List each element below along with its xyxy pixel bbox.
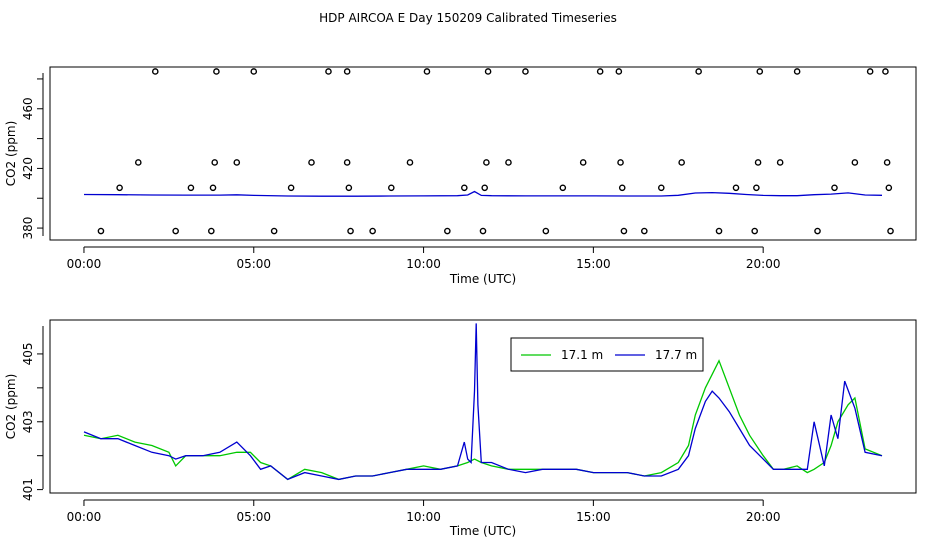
top-data-point — [851, 159, 859, 166]
top-data-point — [484, 68, 492, 75]
top-data-point — [209, 184, 217, 192]
top-x-tick-label: 00:00 — [67, 257, 102, 271]
top-data-point — [213, 68, 220, 75]
bottom-x-tick-label: 20:00 — [746, 510, 781, 524]
top-data-point — [444, 227, 451, 235]
top-data-point — [559, 184, 567, 192]
top-data-point — [369, 227, 376, 235]
top-y-tick-label: 420 — [21, 157, 35, 180]
bottom-x-axis-label: Time (UTC) — [449, 524, 516, 538]
top-data-point — [866, 68, 874, 75]
top-y-axis-label: CO2 (ppm) — [4, 121, 18, 187]
top-data-point — [617, 159, 624, 166]
top-plot-frame — [49, 66, 917, 241]
top-y-tick-label: 460 — [21, 97, 35, 120]
chart-title: HDP AIRCOA E Day 150209 Calibrated Times… — [319, 11, 617, 25]
bottom-y-tick-label: 401 — [21, 478, 35, 501]
top-data-point — [618, 184, 626, 192]
top-data-point — [345, 184, 353, 192]
top-data-point — [187, 184, 195, 192]
top-data-point — [287, 184, 295, 192]
bottom-x-tick-label: 00:00 — [67, 510, 102, 524]
top-data-point — [596, 68, 604, 75]
top-y-tick-label: 380 — [21, 217, 35, 240]
legend: 17.1 m 17.7 m — [510, 337, 704, 372]
top-data-point — [211, 159, 219, 166]
top-data-point — [715, 227, 723, 235]
legend-label: 17.1 m — [561, 348, 603, 362]
bottom-y-tick-label: 405 — [21, 342, 35, 365]
top-data-point — [325, 68, 332, 75]
top-data-point — [641, 227, 648, 235]
top-data-point — [678, 159, 685, 166]
top-data-point — [308, 159, 315, 166]
top-data-point — [756, 68, 764, 75]
top-data-point — [887, 227, 894, 235]
top-data-point — [461, 184, 468, 192]
top-data-point — [483, 159, 490, 166]
top-data-point — [151, 68, 159, 75]
top-x-tick-label: 15:00 — [576, 257, 611, 271]
top-data-point — [883, 159, 891, 166]
top-x-tick-label: 05:00 — [236, 257, 271, 271]
top-data-point — [522, 68, 529, 75]
top-data-point — [233, 159, 241, 166]
top-data-point — [134, 159, 142, 166]
top-data-point — [250, 68, 258, 75]
bottom-x-tick-label: 10:00 — [406, 510, 441, 524]
top-data-point — [479, 227, 487, 235]
bottom-plot-frame — [49, 319, 917, 494]
top-data-point — [423, 68, 431, 75]
top-data-point — [388, 184, 395, 192]
top-data-point — [882, 68, 889, 75]
top-data-point — [776, 159, 784, 166]
top-x-axis-label: Time (UTC) — [449, 272, 516, 286]
top-data-point — [172, 227, 179, 235]
bottom-y-axis-label: CO2 (ppm) — [4, 374, 18, 440]
bottom-y-tick-label: 403 — [21, 410, 35, 433]
bottom-panel: Time (UTC) CO2 (ppm) 17.1 m 17.7 m 00:00 0… — [4, 319, 917, 538]
top-data-point — [343, 68, 351, 75]
top-data-point — [831, 184, 838, 192]
top-data-point — [347, 227, 354, 235]
top-data-point — [620, 227, 628, 235]
top-data-point — [406, 159, 414, 166]
top-series-line — [83, 190, 883, 197]
bottom-x-tick-label: 15:00 — [576, 510, 611, 524]
top-data-point — [732, 184, 740, 192]
bottom-series-17-7-m-line — [83, 323, 883, 481]
legend-label: 17.7 m — [655, 348, 697, 362]
top-data-point — [753, 184, 760, 192]
top-data-point — [343, 159, 351, 166]
top-data-point — [814, 227, 821, 235]
top-x-tick-label: 10:00 — [406, 257, 441, 271]
top-data-point — [885, 184, 893, 192]
top-data-point — [657, 184, 665, 192]
top-data-point — [754, 159, 762, 166]
bottom-series-17-1-m-line — [83, 359, 883, 481]
top-data-point — [208, 227, 215, 235]
top-data-point — [579, 159, 587, 166]
top-panel: Time (UTC) CO2 (ppm) 00:00 05:00 10:00 15:0… — [4, 66, 917, 286]
bottom-x-tick-label: 05:00 — [236, 510, 271, 524]
top-data-point — [615, 68, 623, 75]
top-data-point — [542, 227, 550, 235]
top-x-tick-label: 20:00 — [746, 257, 781, 271]
top-data-point — [97, 227, 105, 235]
top-data-point — [793, 68, 801, 75]
top-data-point — [481, 184, 488, 192]
top-data-point — [116, 184, 123, 192]
top-data-point — [751, 227, 758, 235]
top-data-point — [505, 159, 512, 166]
top-data-point — [695, 68, 702, 75]
top-data-point — [270, 227, 278, 235]
